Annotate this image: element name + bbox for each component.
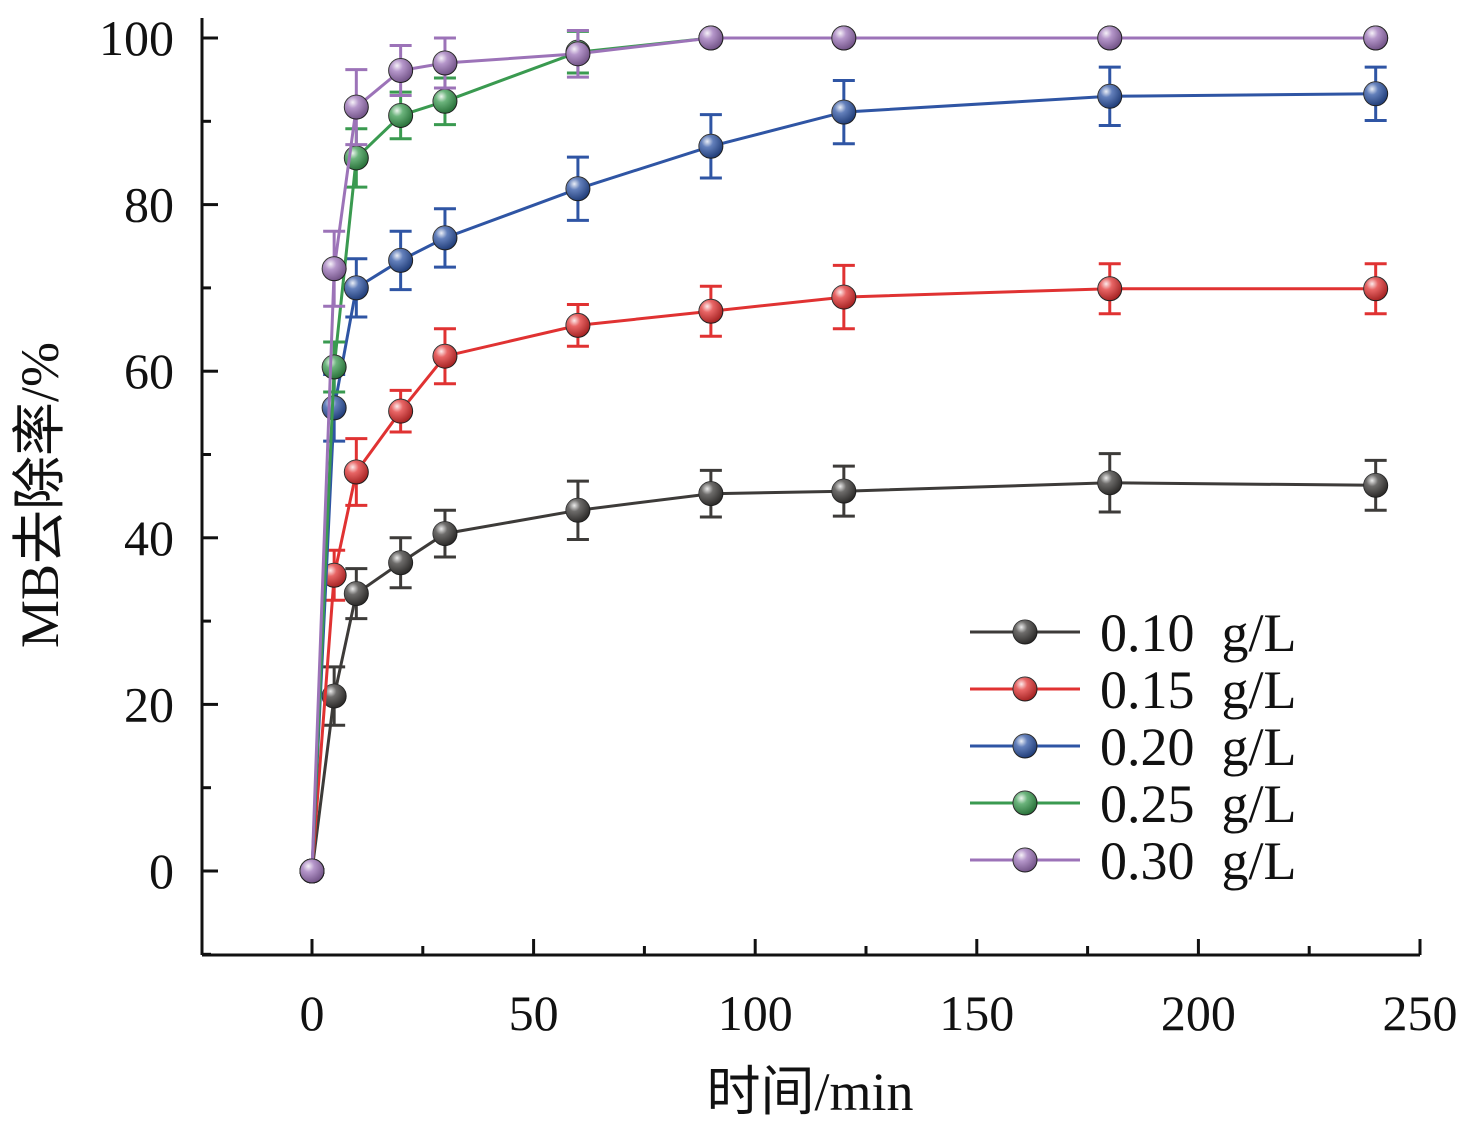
series-layer xyxy=(299,25,1389,884)
series-line xyxy=(310,36,1376,872)
y-tick-label: 60 xyxy=(124,343,174,399)
data-point-highlight xyxy=(344,95,369,120)
legend-label: 0.25 g/L xyxy=(1100,774,1297,834)
legend-item: 0.20 g/L xyxy=(970,717,1297,777)
data-point-highlight xyxy=(1363,81,1388,106)
legend-item: 0.30 g/L xyxy=(970,831,1297,891)
y-tick-label: 20 xyxy=(124,676,174,732)
data-point-highlight xyxy=(322,355,347,380)
data-point-highlight xyxy=(388,550,413,575)
legend-marker-highlight xyxy=(1013,734,1037,758)
data-point-highlight xyxy=(1363,26,1388,50)
data-point-highlight xyxy=(1097,470,1122,495)
y-tick-label: 40 xyxy=(124,510,174,566)
data-point-highlight xyxy=(831,100,856,125)
data-point-highlight xyxy=(388,58,413,83)
data-point-highlight xyxy=(698,481,723,506)
data-point-highlight xyxy=(432,344,457,369)
data-point-highlight xyxy=(831,285,856,310)
data-point-highlight xyxy=(1097,276,1122,301)
data-point-highlight xyxy=(344,275,369,300)
series-line xyxy=(310,481,1376,872)
axes: 0 50 100 150 200 250 0 20 40 60 80 100 xyxy=(99,10,1458,1041)
data-point-highlight xyxy=(1097,84,1122,109)
series-line xyxy=(310,287,1376,872)
data-point-highlight xyxy=(322,256,347,281)
data-point-highlight xyxy=(432,521,457,546)
x-tick-label: 50 xyxy=(509,985,559,1041)
data-point-highlight xyxy=(698,26,723,50)
data-point-highlight xyxy=(698,134,723,159)
legend-item: 0.15 g/L xyxy=(970,660,1297,720)
x-tick-label: 250 xyxy=(1383,985,1458,1041)
data-point-highlight xyxy=(565,313,590,338)
data-point-highlight xyxy=(388,248,413,273)
x-tick-label: 200 xyxy=(1161,985,1236,1041)
data-point-highlight xyxy=(344,459,369,484)
series-0 xyxy=(299,452,1389,884)
data-point-highlight xyxy=(300,859,324,883)
legend-label: 0.30 g/L xyxy=(1100,831,1297,891)
series-line xyxy=(310,92,1376,872)
data-point-highlight xyxy=(322,563,347,588)
data-point-highlight xyxy=(565,176,590,201)
legend-item: 0.10 g/L xyxy=(970,603,1297,663)
series-4 xyxy=(299,25,1389,884)
data-point-highlight xyxy=(565,41,590,66)
series-2 xyxy=(299,65,1389,884)
y-tick-label: 100 xyxy=(99,10,174,66)
data-point-highlight xyxy=(565,498,590,523)
data-point-highlight xyxy=(1363,473,1388,498)
legend-marker-highlight xyxy=(1013,848,1037,872)
data-point-highlight xyxy=(388,103,413,128)
legend-marker-highlight xyxy=(1013,677,1037,701)
data-point-highlight xyxy=(432,50,457,75)
legend: 0.10 g/L0.15 g/L0.20 g/L0.25 g/L0.30 g/L xyxy=(970,603,1297,891)
data-point-highlight xyxy=(432,225,457,250)
x-tick-label: 0 xyxy=(300,985,325,1041)
data-point-highlight xyxy=(698,299,723,324)
legend-item: 0.25 g/L xyxy=(970,774,1297,834)
legend-marker-highlight xyxy=(1013,791,1037,815)
data-point-highlight xyxy=(322,684,347,709)
x-tick-label: 100 xyxy=(718,985,793,1041)
y-tick-label: 0 xyxy=(149,843,174,899)
x-tick-label: 150 xyxy=(939,985,1014,1041)
data-point-highlight xyxy=(388,399,413,424)
data-point-highlight xyxy=(344,581,369,606)
legend-marker-highlight xyxy=(1013,620,1037,644)
legend-label: 0.15 g/L xyxy=(1100,660,1297,720)
x-axis-title: 时间/min xyxy=(706,1062,913,1122)
data-point-highlight xyxy=(432,89,457,114)
y-axis-title: MB去除率/% xyxy=(10,342,70,648)
legend-label: 0.20 g/L xyxy=(1100,717,1297,777)
data-point-highlight xyxy=(831,479,856,504)
y-tick-label: 80 xyxy=(124,177,174,233)
data-point-highlight xyxy=(1097,26,1122,50)
legend-label: 0.10 g/L xyxy=(1100,603,1297,663)
data-point-highlight xyxy=(1363,276,1388,301)
data-point-highlight xyxy=(831,26,856,50)
